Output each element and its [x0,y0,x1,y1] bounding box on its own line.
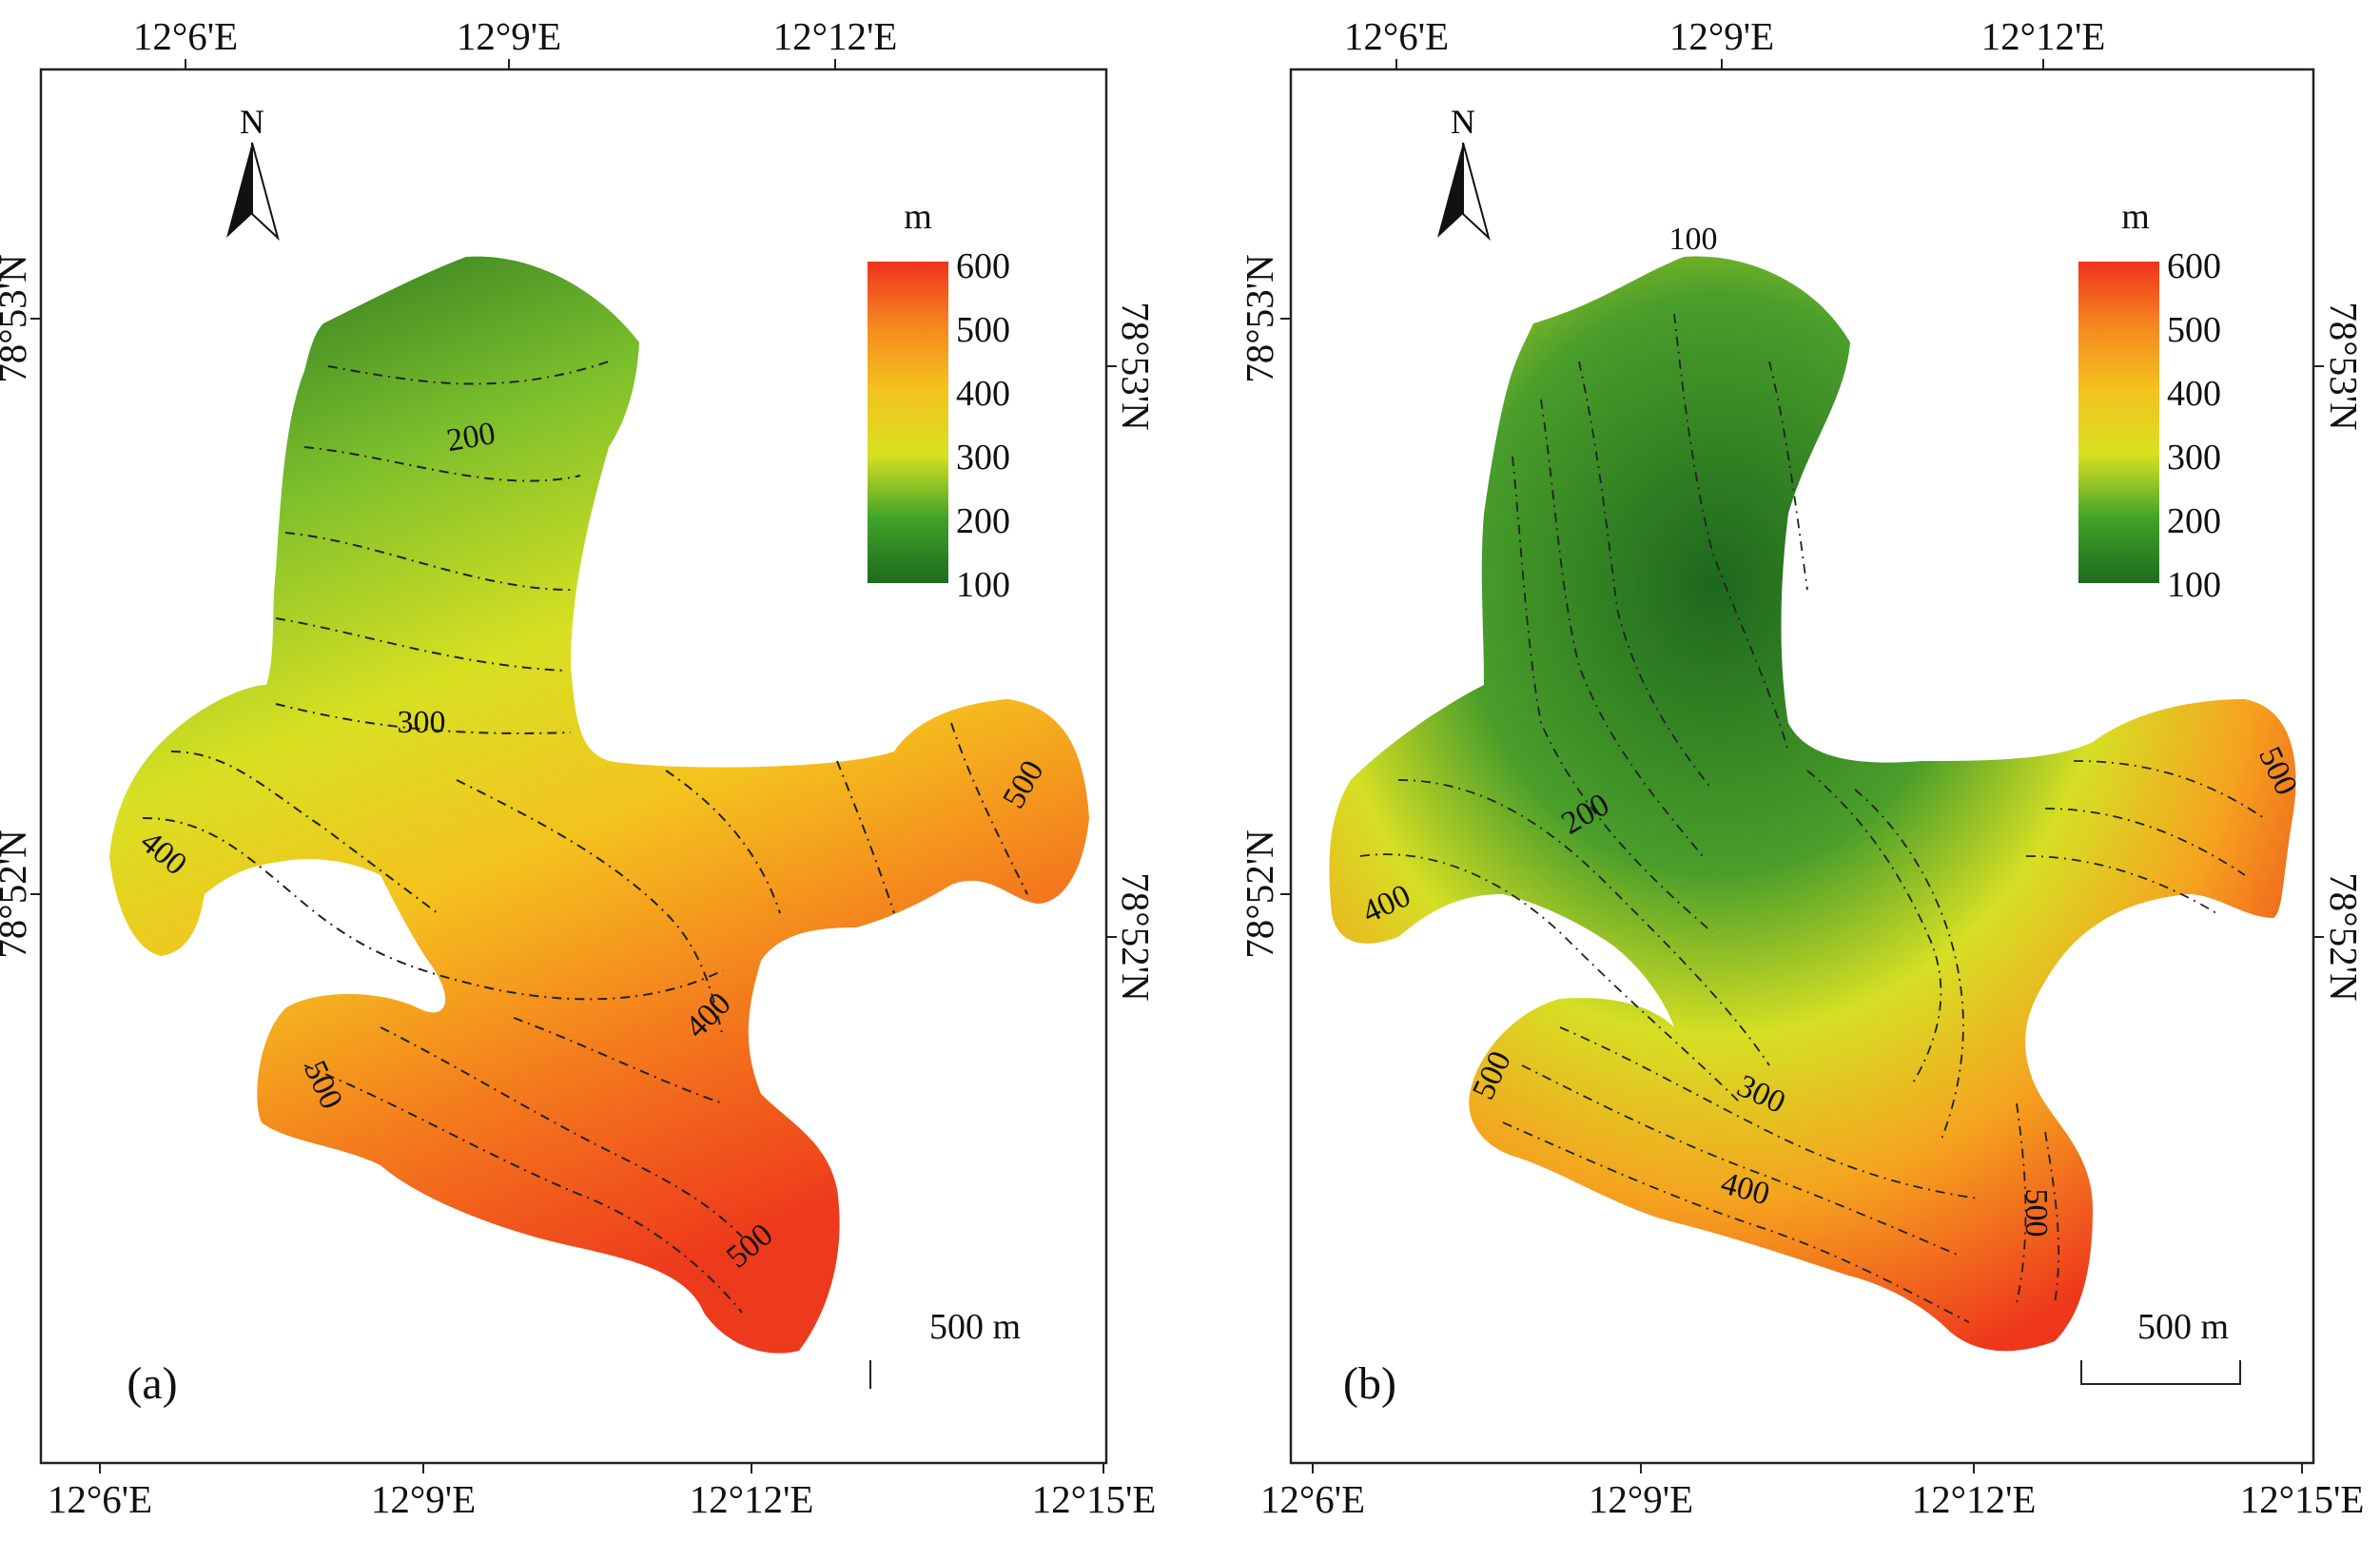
bottom-lon-tick: 12°12'E [1912,1477,2037,1521]
panel-b-glacier [1329,256,2296,1352]
bottom-lon-tick: 12°9'E [371,1477,476,1521]
panel-b-right-ticks: 78°53'N 78°52'N [2313,302,2366,1002]
bottom-lon-tick: 12°9'E [1589,1477,1693,1521]
contour-label: 200 [444,416,498,458]
panel-b-frame [1289,68,2315,1465]
top-lon-tick: 12°9'E [1669,14,1774,58]
bottom-lon-tick: 12°15'E [1032,1477,1157,1521]
contour-label: 300 [398,705,446,740]
left-lat-tick: 78°52'N [0,829,34,958]
legend-unit: m [904,197,932,237]
north-arrow-icon [226,143,252,238]
panel-a-right-ticks: 78°53'N 78°52'N [1106,302,1158,1002]
panel-a-legend: m 600 500 400 300 200 100 [868,197,1010,605]
right-lat-tick: 78°53'N [2322,302,2366,430]
legend-value: 300 [956,438,1010,478]
panel-a-left-ticks: 78°53'N 78°52'N [0,254,41,959]
legend-value: 200 [956,501,1010,541]
panel-a-glacier [109,256,1089,1354]
scale-bar-label: 500 m [929,1307,1021,1347]
panel-b-scale-bar: 500 m [2080,1307,2241,1385]
panel-a-contours [142,361,1028,1314]
left-lat-tick: 78°53'N [1238,254,1281,382]
bottom-lon-tick: 12°6'E [48,1477,152,1521]
top-lon-tick: 12°6'E [133,14,238,58]
north-label: N [1451,103,1475,141]
panel-b-legend: m 600 500 400 300 200 100 [2078,197,2221,605]
legend-value: 400 [956,374,1010,414]
legend-value: 300 [2167,438,2221,478]
left-lat-tick: 78°53'N [0,254,34,382]
legend-value: 600 [2167,246,2221,286]
north-arrow-icon [1437,143,1463,238]
top-lon-tick: 12°12'E [773,14,898,58]
panel-b-north-arrow: N [1437,103,1491,242]
right-lat-tick: 78°52'N [1114,872,1158,1001]
scale-bar-label: 500 m [2137,1307,2229,1347]
legend-value: 100 [956,565,1010,605]
left-lat-tick: 78°52'N [1238,829,1281,958]
bottom-lon-tick: 12°15'E [2240,1477,2365,1521]
top-lon-tick: 12°12'E [1981,14,2106,58]
panel-b-left-ticks: 78°53'N 78°52'N [1238,254,1291,959]
top-lon-tick: 12°9'E [457,14,561,58]
contour-label: 100 [1669,222,1718,257]
contour-label: 500 [2019,1189,2054,1238]
legend-value: 500 [2167,310,2221,350]
panel-a-bottom-ticks: 12°6'E 12°9'E 12°12'E 12°15'E [48,1463,1157,1521]
legend-value: 600 [956,246,1010,286]
bottom-lon-tick: 12°6'E [1260,1477,1365,1521]
legend-colorbar [2078,262,2159,583]
north-label: N [240,103,264,141]
panel-label: (b) [1343,1358,1396,1409]
panel-a-north-arrow: N [226,103,280,242]
panel-a-frame [39,68,1108,1465]
panel-label: (a) [127,1358,177,1409]
panel-b: 12°6'E 12°9'E 12°12'E 12°6'E 12°9'E 12°1… [1238,14,2366,1521]
top-lon-tick: 12°6'E [1344,14,1449,58]
legend-unit: m [2121,197,2150,237]
bottom-lon-tick: 12°12'E [690,1477,814,1521]
right-lat-tick: 78°53'N [1114,302,1158,430]
panel-b-contours [1359,313,2265,1323]
legend-value: 400 [2167,374,2221,414]
panel-a-top-ticks: 12°6'E 12°9'E 12°12'E [133,14,898,69]
legend-value: 500 [956,310,1010,350]
legend-value: 100 [2167,565,2221,605]
legend-value: 200 [2167,501,2221,541]
right-lat-tick: 78°52'N [2322,872,2366,1001]
legend-colorbar [868,262,948,583]
panel-b-top-ticks: 12°6'E 12°9'E 12°12'E [1344,14,2106,69]
panel-a: 12°6'E 12°9'E 12°12'E 12°6'E 12°9'E 12°1… [0,14,1158,1521]
panel-b-bottom-ticks: 12°6'E 12°9'E 12°12'E 12°15'E [1260,1463,2365,1521]
panel-a-scale-bar: 500 m [869,1307,1021,1389]
